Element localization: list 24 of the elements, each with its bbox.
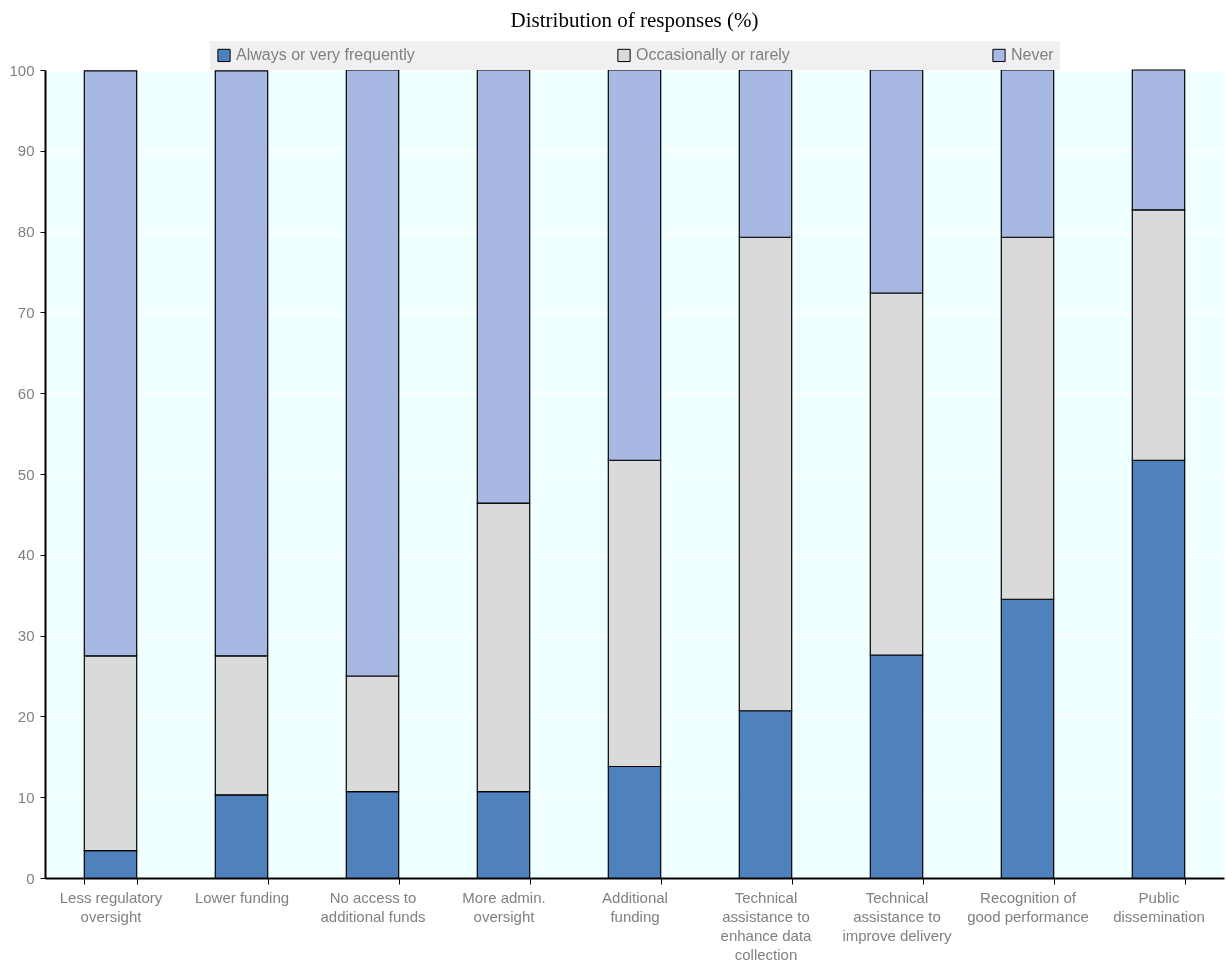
x-tick-label: No access to additional funds	[320, 888, 426, 925]
y-tick-label: 60	[17, 384, 35, 402]
legend-label: Occasionally or rarely	[636, 46, 790, 64]
y-tick-label: 20	[17, 707, 35, 725]
y-tick-label: 40	[17, 546, 35, 564]
x-tick-label: Technical assistance to enhance data collection	[720, 888, 813, 963]
y-tick-label: 0	[26, 869, 35, 887]
x-tick-label: Less regulatory oversight	[59, 888, 163, 925]
x-tick-label: Additional funding	[602, 888, 668, 925]
y-tick-label: 90	[17, 142, 35, 160]
x-tick-label: More admin. oversight	[462, 888, 546, 925]
x-tick-label: Recognition of good performance	[967, 888, 1089, 925]
legend-label: Never	[1011, 46, 1055, 64]
y-tick-label: 100	[9, 61, 35, 79]
y-tick-label: 30	[17, 627, 35, 645]
y-tick-label: 10	[17, 788, 35, 806]
legend-label: Always or very frequently	[236, 46, 415, 64]
chart-title: Distribution of responses (%)	[510, 8, 759, 32]
x-tick-label: Technical assistance to improve delivery	[842, 888, 953, 944]
x-tick-label: Public dissemination	[1113, 888, 1205, 925]
y-tick-label: 70	[17, 303, 35, 321]
y-tick-label: 50	[17, 465, 35, 483]
y-tick-label: 80	[17, 223, 35, 241]
x-tick-label: Lower funding	[194, 888, 290, 906]
